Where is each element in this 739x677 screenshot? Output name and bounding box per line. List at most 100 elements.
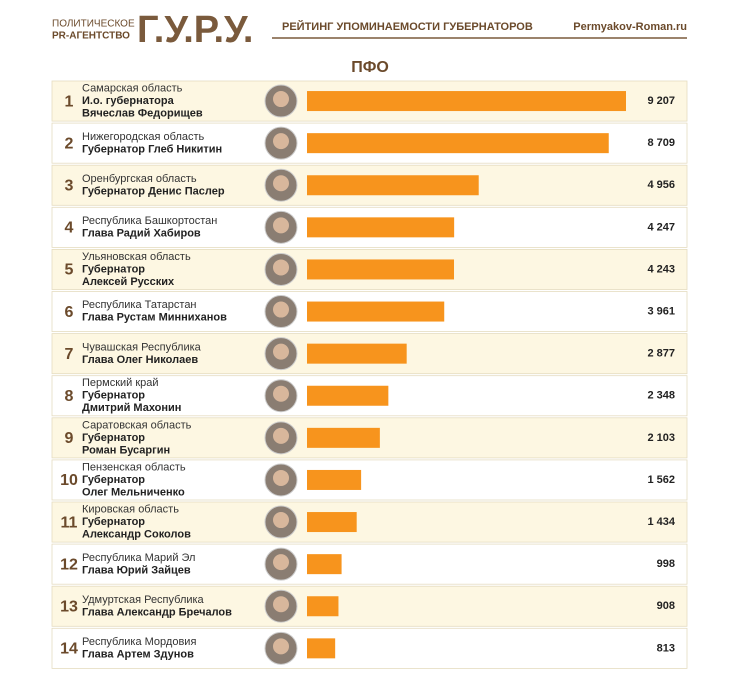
bar <box>307 259 455 280</box>
governor-line: Глава Юрий Зайцев <box>82 564 191 576</box>
photo-face <box>273 512 289 529</box>
governor-line: Глава Артем Здунов <box>82 649 194 661</box>
logo: Г.У.Р.У. <box>137 9 253 51</box>
rank: 3 <box>65 177 74 194</box>
region: Саратовская область <box>82 419 192 431</box>
governor-line: Губернатор Глеб Никитин <box>82 143 222 155</box>
value-label: 2 348 <box>647 390 675 402</box>
bar <box>307 554 342 575</box>
governor-line: Дмитрий Махонин <box>82 402 181 414</box>
rank: 5 <box>65 262 74 279</box>
value-label: 9 207 <box>647 95 675 107</box>
bar <box>307 469 362 490</box>
rank: 12 <box>60 556 78 573</box>
rank: 10 <box>60 472 78 489</box>
governor-line: Губернатор <box>82 474 145 486</box>
value-label: 813 <box>657 642 675 654</box>
rank: 7 <box>65 346 74 363</box>
value-label: 2 103 <box>647 432 675 444</box>
governor-line: Алексей Русских <box>82 276 175 288</box>
value-label: 4 247 <box>647 221 675 233</box>
photo-face <box>273 175 289 192</box>
value-label: 2 877 <box>647 348 675 360</box>
governor-line: Роман Бусаргин <box>82 444 170 456</box>
region: Республика Башкортостан <box>82 215 217 227</box>
bar <box>307 385 389 406</box>
photo-face <box>273 554 289 571</box>
photo-face <box>273 596 289 613</box>
rank: 8 <box>65 388 74 405</box>
rank: 1 <box>65 93 74 110</box>
row-bg <box>51 543 688 585</box>
row-bg <box>51 585 688 627</box>
governor-line: Глава Олег Николаев <box>82 354 198 366</box>
photo-face <box>273 301 289 318</box>
rank: 2 <box>65 135 74 152</box>
agency-line2: PR-АГЕНТСТВО <box>52 31 130 42</box>
governor-line: И.о. губернатора <box>82 95 175 107</box>
bar <box>307 427 380 448</box>
value-label: 908 <box>657 600 675 612</box>
chart-title: ПФО <box>351 59 389 76</box>
governor-line: Губернатор Денис Паслер <box>82 185 225 197</box>
photo-face <box>273 427 289 444</box>
governor-line: Глава Александр Бречалов <box>82 606 232 618</box>
bar <box>307 133 609 154</box>
photo-face <box>273 385 289 402</box>
region: Пермский край <box>82 377 159 389</box>
row-bg <box>51 627 688 669</box>
photo-face <box>273 638 289 655</box>
value-label: 3 961 <box>647 305 675 317</box>
value-label: 4 243 <box>647 263 675 275</box>
bar <box>307 175 479 196</box>
governor-line: Вячеслав Федорищев <box>82 107 203 119</box>
row-bg <box>51 248 688 290</box>
bar <box>307 596 339 617</box>
rank: 13 <box>60 598 78 615</box>
region: Оренбургская область <box>82 173 197 185</box>
governor-line: Губернатор <box>82 432 145 444</box>
bar <box>307 638 336 659</box>
region: Пензенская область <box>82 461 186 473</box>
bar <box>307 301 445 322</box>
header-subtitle: РЕЙТИНГ УПОМИНАЕМОСТИ ГУБЕРНАТОРОВ <box>282 20 533 33</box>
governor-line: Губернатор <box>82 516 145 528</box>
region: Самарская область <box>82 82 183 94</box>
agency-line1: ПОЛИТИЧЕСКОЕ <box>52 19 135 30</box>
bar <box>307 217 455 238</box>
site: Permyakov-Roman.ru <box>573 21 687 33</box>
rank: 9 <box>65 430 74 447</box>
value-label: 4 956 <box>647 179 675 191</box>
row-bg <box>51 459 688 501</box>
region: Республика Марий Эл <box>82 552 195 564</box>
region: Ульяновская область <box>82 251 191 263</box>
rank: 11 <box>61 514 78 531</box>
value-label: 1 434 <box>647 516 675 528</box>
region: Кировская область <box>82 503 179 515</box>
bar <box>307 343 407 364</box>
governor-line: Глава Радий Хабиров <box>82 228 201 240</box>
region: Нижегородская область <box>82 131 205 143</box>
rank: 6 <box>65 304 74 321</box>
region: Республика Мордовия <box>82 636 196 648</box>
governor-line: Глава Рустам Минниханов <box>82 312 227 324</box>
row-bg <box>51 501 688 543</box>
rank: 4 <box>65 220 74 237</box>
value-label: 8 709 <box>647 137 675 149</box>
governor-line: Губернатор <box>82 263 145 275</box>
value-label: 1 562 <box>647 474 675 486</box>
photo-face <box>273 91 289 108</box>
governor-line: Александр Соколов <box>82 528 191 540</box>
bar <box>307 512 357 533</box>
photo-face <box>273 343 289 360</box>
value-label: 998 <box>657 558 675 570</box>
photo-face <box>273 133 289 150</box>
region: Республика Татарстан <box>82 299 197 311</box>
photo-face <box>273 469 289 486</box>
rank: 14 <box>60 641 78 658</box>
governor-line: Губернатор <box>82 390 145 402</box>
region: Чувашская Республика <box>82 341 202 353</box>
photo-face <box>273 217 289 234</box>
photo-face <box>273 259 289 276</box>
